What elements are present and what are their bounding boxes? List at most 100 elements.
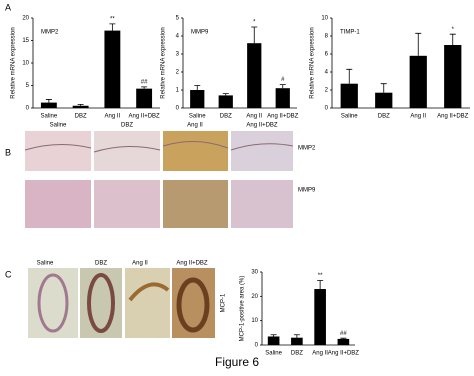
error-bar xyxy=(380,83,387,93)
x-tick-label: DBZ xyxy=(291,351,303,357)
y-tick-label: 4 xyxy=(176,34,180,40)
bar xyxy=(72,105,89,108)
x-tick-label: Saline xyxy=(41,114,58,120)
y-axis-label: Relative mRNA expression xyxy=(11,27,17,98)
panel-label: A xyxy=(5,2,11,12)
y-tick-label: 0 xyxy=(325,106,329,112)
error-bar xyxy=(415,32,422,56)
error-bar xyxy=(279,84,286,89)
bar xyxy=(291,337,303,345)
y-tick-label: 2 xyxy=(325,88,329,94)
annotation: ## xyxy=(340,331,347,337)
chart-title: MMP9 xyxy=(191,30,209,36)
bar xyxy=(340,83,358,108)
bar xyxy=(409,55,427,108)
y-tick-label: 10 xyxy=(22,61,29,67)
annotation: ** xyxy=(318,273,323,279)
caption: Figure 6 xyxy=(215,355,259,369)
x-tick-label: Ang II+DBZ xyxy=(328,351,360,357)
error-bar xyxy=(270,334,277,337)
error-bar xyxy=(77,104,84,106)
x-tick-label: Ang II xyxy=(246,114,262,120)
y-tick-label: 6 xyxy=(325,52,329,58)
bar xyxy=(444,45,462,108)
x-tick-label: DBZ xyxy=(378,114,390,120)
column-label: Saline xyxy=(50,123,67,129)
error-bar xyxy=(251,26,258,44)
annotation: * xyxy=(253,20,256,26)
chart-title: TIMP-1 xyxy=(340,30,360,36)
y-tick-label: 20 xyxy=(251,294,258,300)
bar xyxy=(275,88,290,108)
error-bar xyxy=(222,93,229,96)
x-tick-label: Saline xyxy=(189,114,206,120)
column-label: Saline xyxy=(37,261,54,267)
bar xyxy=(218,95,233,108)
column-label: Ang II+DBZ xyxy=(246,123,278,129)
y-tick-label: 20 xyxy=(22,16,29,22)
y-tick-label: 0 xyxy=(255,343,259,349)
bar xyxy=(136,88,153,108)
y-tick-label: 0 xyxy=(26,106,30,112)
x-tick-label: Ang II+DBZ xyxy=(437,114,469,120)
row-label: MMP9 xyxy=(298,188,316,194)
y-axis-label: Relative mRNA expression xyxy=(161,27,167,98)
x-tick-label: Ang II xyxy=(410,114,426,120)
y-tick-label: 5 xyxy=(176,16,180,22)
error-bar xyxy=(109,23,116,31)
x-tick-label: Ang II+DBZ xyxy=(267,114,299,120)
y-tick-label: 10 xyxy=(321,16,328,22)
bar xyxy=(337,338,350,345)
y-tick-label: 30 xyxy=(251,270,258,276)
annotation: ** xyxy=(110,16,115,22)
column-label: Ang II xyxy=(132,261,148,267)
bar xyxy=(314,289,326,345)
y-tick-label: 10 xyxy=(251,318,258,324)
x-tick-label: Saline xyxy=(265,351,282,357)
x-tick-label: Saline xyxy=(341,114,358,120)
micrographs-b xyxy=(24,131,294,228)
error-bar xyxy=(340,337,347,339)
annotation: # xyxy=(281,77,285,83)
bar xyxy=(375,92,393,108)
error-bar xyxy=(449,33,456,45)
x-tick-label: DBZ xyxy=(75,114,87,120)
column-label: Ang II+DBZ xyxy=(176,261,208,267)
y-tick-label: 2 xyxy=(176,70,180,76)
y-tick-label: 15 xyxy=(22,38,29,44)
panel-label: C xyxy=(5,269,12,279)
micrographs-c xyxy=(28,268,215,338)
error-bar xyxy=(141,86,148,89)
error-bar xyxy=(293,334,300,338)
y-tick-label: 0 xyxy=(176,106,180,112)
error-bar xyxy=(194,85,201,90)
error-bar xyxy=(317,280,324,290)
y-tick-label: 1 xyxy=(176,88,180,94)
y-axis-label: Relative mRNA expression xyxy=(310,27,316,98)
y-tick-label: 3 xyxy=(176,52,180,58)
column-label: DBZ xyxy=(95,261,107,267)
y-tick-label: 4 xyxy=(325,70,329,76)
column-label: Ang II xyxy=(187,123,203,129)
row-label: MMP2 xyxy=(298,146,316,152)
x-tick-label: Ang II+DBZ xyxy=(129,114,161,120)
column-label: DBZ xyxy=(121,123,133,129)
bar xyxy=(104,30,121,109)
y-tick-label: 8 xyxy=(325,34,329,40)
x-tick-label: DBZ xyxy=(220,114,232,120)
x-tick-label: Ang II xyxy=(105,114,121,120)
annotation: ## xyxy=(141,79,148,85)
row-label: MCP-1 xyxy=(221,293,227,312)
bar xyxy=(40,102,57,108)
annotation: * xyxy=(452,27,455,33)
error-bar xyxy=(346,68,353,84)
chart-title: MMP2 xyxy=(41,30,59,36)
panel-label: B xyxy=(5,147,11,157)
y-tick-label: 5 xyxy=(26,83,30,89)
x-tick-label: Ang II xyxy=(312,351,328,357)
error-bar xyxy=(45,99,52,103)
bar xyxy=(247,43,262,109)
bar xyxy=(267,336,280,345)
y-axis-label: MCP-1-positive area (%) xyxy=(240,276,246,342)
